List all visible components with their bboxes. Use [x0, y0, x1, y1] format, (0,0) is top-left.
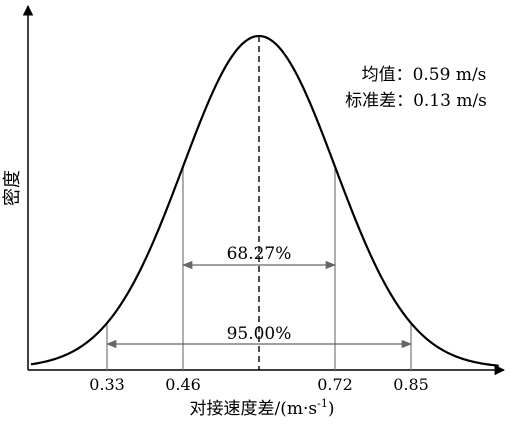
interval-label-95: 95.00% [227, 324, 292, 344]
x-axis-label: 对接速度差/(m·s-1) [190, 397, 335, 419]
x-tick-label: 0.72 [317, 375, 353, 394]
interval-label-68: 68.27% [227, 244, 292, 264]
x-tick-labels: 0.33 0.46 0.72 0.85 [89, 375, 429, 394]
x-tick-label: 0.46 [165, 375, 201, 394]
x-tick-label: 0.33 [89, 375, 125, 394]
x-tick-label: 0.85 [393, 375, 429, 394]
x-axis-label-close: ) [328, 399, 335, 419]
x-axis-label-main: 对接速度差/(m·s [190, 399, 318, 419]
density-curve [30, 34, 499, 367]
mean-annotation: 均值：0.59 m/s [362, 65, 487, 85]
x-axis-label-sup: -1 [317, 397, 328, 410]
y-axis-label: 密度 [2, 170, 23, 206]
std-annotation: 标准差：0.13 m/s [345, 91, 487, 111]
